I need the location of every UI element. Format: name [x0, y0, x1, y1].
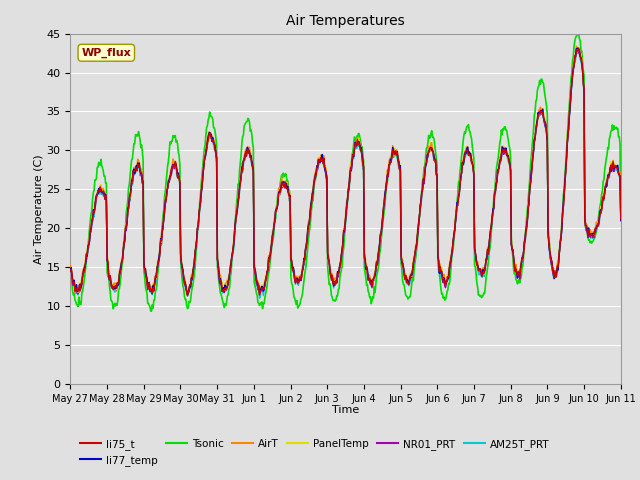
Title: Air Temperatures: Air Temperatures [286, 14, 405, 28]
Text: WP_flux: WP_flux [81, 48, 131, 58]
Y-axis label: Air Temperature (C): Air Temperature (C) [34, 154, 44, 264]
Legend: li75_t, li77_temp, Tsonic, AirT, PanelTemp, NR01_PRT, AM25T_PRT: li75_t, li77_temp, Tsonic, AirT, PanelTe… [76, 435, 554, 470]
X-axis label: Time: Time [332, 405, 359, 415]
